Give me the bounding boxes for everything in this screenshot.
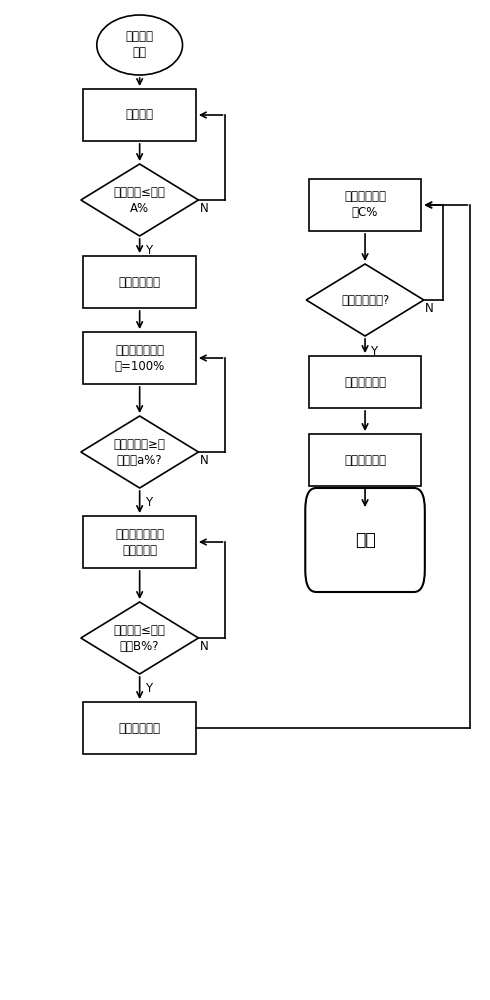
Text: 下渣检测报警?: 下渣检测报警? <box>341 294 389 306</box>
Text: Y: Y <box>370 345 377 358</box>
Text: 中间包重量≥设
定値的a%?: 中间包重量≥设 定値的a%? <box>114 438 166 466</box>
Text: Y: Y <box>145 244 152 257</box>
Text: 鈢包滑动水口开
度=100%: 鈢包滑动水口开 度=100% <box>115 344 165 372</box>
Text: 控制滑动水口保
持中包重量: 控制滑动水口保 持中包重量 <box>115 528 164 556</box>
Bar <box>83 332 196 384</box>
Text: 鈢包称重≤满包
A%: 鈢包称重≤满包 A% <box>114 186 166 215</box>
Bar <box>309 356 421 408</box>
Text: N: N <box>200 640 209 652</box>
Bar <box>83 516 196 568</box>
Bar <box>83 89 196 141</box>
Text: Y: Y <box>145 496 152 510</box>
Text: 结束: 结束 <box>355 531 375 549</box>
Text: 计算通鈢速度: 计算通鈢速度 <box>119 722 161 734</box>
Text: 鈢包重量≤满重
量的B%?: 鈢包重量≤满重 量的B%? <box>114 624 166 652</box>
Text: 下渣检测激活: 下渣检测激活 <box>119 275 161 288</box>
Bar <box>309 179 421 231</box>
Text: 鈢包滑板关闭: 鈢包滑板关闭 <box>344 454 386 466</box>
Text: N: N <box>200 454 209 466</box>
Text: 滑动水口定开
度C%: 滑动水口定开 度C% <box>344 190 386 220</box>
Bar <box>309 434 421 486</box>
Text: 鈢包称重: 鈢包称重 <box>125 108 154 121</box>
Text: N: N <box>425 302 434 314</box>
Bar <box>83 256 196 308</box>
Text: Y: Y <box>145 682 152 696</box>
Text: N: N <box>200 202 209 215</box>
Text: 鈢包浇注
开始: 鈢包浇注 开始 <box>125 30 154 60</box>
Bar <box>83 702 196 754</box>
Text: 下渣检测报警: 下渣检测报警 <box>344 375 386 388</box>
